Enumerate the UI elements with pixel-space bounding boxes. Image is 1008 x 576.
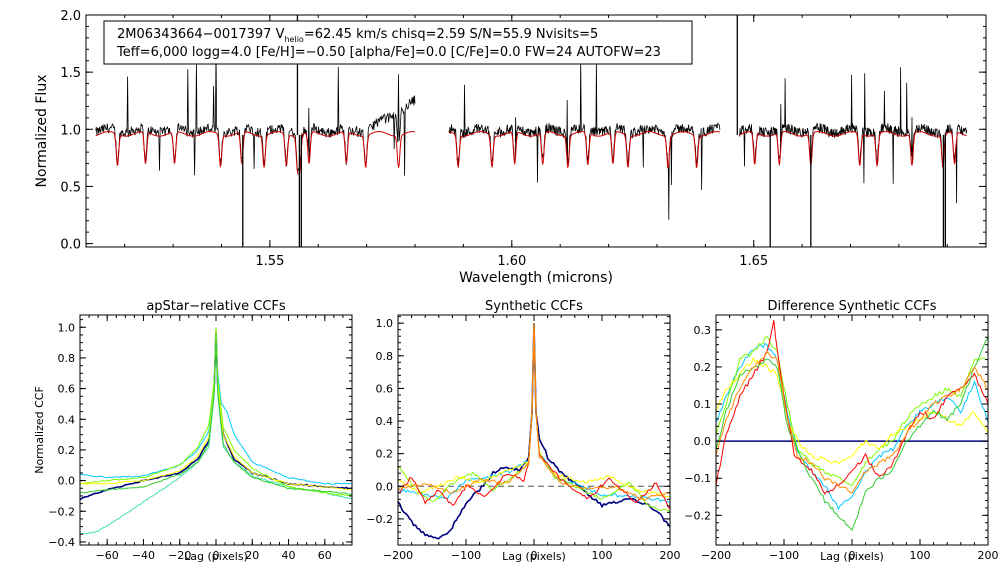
difference-ccf-ticks: −200 −100 0 100 200 −0.2 −0.1 0.0 0.1 0.2 0.3	[684, 314, 999, 562]
y-tick-label: 0.4	[58, 413, 76, 426]
x-tick-label: −100	[451, 549, 481, 562]
x-tick-label: 0	[531, 549, 538, 562]
ccf-series-4	[715, 320, 989, 495]
y-tick-label: 0.6	[376, 382, 394, 395]
x-tick-label: 0	[213, 549, 220, 562]
synthetic-ccf-data-layer	[397, 323, 671, 540]
y-tick-label: 0.0	[376, 480, 394, 493]
y-tick-label: 0.2	[376, 448, 394, 461]
x-tick-label: 200	[660, 549, 681, 562]
ccf-series-2	[715, 335, 989, 487]
info-box	[103, 20, 693, 65]
x-tick-label: 200	[978, 549, 999, 562]
ccf-series-3	[79, 327, 353, 535]
y-tick-label: 0.2	[694, 361, 712, 374]
ccf-series-5	[715, 337, 989, 532]
info-line-1-post: =62.45 km/s chisq=2.59 S/N=55.9 Nvisits=…	[304, 27, 599, 42]
x-tick-label: 1.65	[739, 254, 768, 269]
x-tick-label: 1.55	[255, 254, 284, 269]
spectrum-data-layer	[95, 15, 967, 247]
info-line-1-sub: helio	[284, 35, 303, 44]
apstar-ccf-title: apStar−relative CCFs	[146, 299, 286, 314]
y-tick-label: 1.0	[376, 317, 394, 330]
x-tick-label: −200	[701, 549, 731, 562]
x-tick-label: 60	[318, 549, 332, 562]
x-tick-label: 0	[849, 549, 856, 562]
ccf-series-1	[79, 330, 353, 501]
ccf-series-6	[397, 323, 671, 502]
x-tick-label: −100	[769, 549, 799, 562]
difference-ccf-panel: −200 −100 0 100 200 −0.2 −0.1 0.0 0.1 0.2 0.3 Diff…	[684, 299, 998, 563]
apstar-ccf-ticks: −60 −40 −20 0 20 40 60 −0.4 −0.2 0.0 0.2 0.4 0.6 0.8 1…	[48, 315, 353, 562]
apstar-ccf-x-axis-label: Lag (pixels)	[184, 550, 248, 563]
y-tick-label: 1.5	[60, 66, 81, 81]
info-line-1-pre: 2M06343664−0017397 V	[117, 27, 285, 42]
y-tick-label: 0.0	[58, 475, 76, 488]
apstar-ccf-panel: −60 −40 −20 0 20 40 60 −0.4 −0.2 0.0 0.2 0.4 0.6 0.8 1…	[33, 299, 353, 563]
difference-ccf-data-layer	[715, 320, 989, 532]
observed-spectrum-line	[95, 47, 416, 176]
y-tick-label: 0.4	[376, 415, 394, 428]
x-tick-label: 100	[910, 549, 931, 562]
spectrum-plot-frame	[85, 14, 987, 248]
x-tick-label: 20	[245, 549, 259, 562]
y-tick-label: 0.2	[58, 444, 76, 457]
y-tick-label: 0.6	[58, 383, 76, 396]
apstar-ccf-data-layer	[79, 327, 353, 535]
difference-ccf-x-axis-label: Lag (pixels)	[820, 550, 884, 563]
y-tick-label: 0.3	[694, 324, 712, 337]
difference-ccf-plot-frame	[715, 314, 989, 546]
x-tick-label: −40	[132, 549, 155, 562]
ccf-series-6	[79, 333, 353, 495]
model-spectrum-line	[448, 131, 720, 170]
y-tick-label: 0.5	[60, 180, 81, 195]
y-tick-label: 0.8	[58, 352, 76, 365]
y-tick-label: 0.1	[694, 398, 712, 411]
y-tick-label: 0.0	[694, 435, 712, 448]
y-tick-label: −0.2	[48, 505, 75, 518]
x-tick-label: −200	[383, 549, 413, 562]
x-tick-label: 100	[592, 549, 613, 562]
y-tick-label: −0.2	[366, 513, 393, 526]
apstar-ccf-y-axis-label: Normalized CCF	[33, 386, 46, 474]
y-tick-label: −0.4	[48, 536, 75, 549]
synthetic-ccf-x-axis-label: Lag (pixels)	[502, 550, 566, 563]
y-tick-label: −0.1	[684, 472, 711, 485]
ccf-series-1	[397, 323, 671, 540]
y-tick-label: 1.0	[60, 123, 81, 138]
spectrum-panel: 1.55 1.60 1.65 0.0 0.5 1.0 1.5 2.0 Wavelength (…	[34, 9, 987, 286]
ccf-series-5	[79, 330, 353, 491]
info-line-2: Teff=6,000 logg=4.0 [Fe/H]=−0.50 [alpha/…	[116, 45, 661, 60]
ccf-series-3	[715, 356, 989, 465]
synthetic-ccf-ticks: −200 −100 0 100 200 −0.2 0.0 0.2 0.4 0.6 0.8 1.0	[366, 315, 681, 562]
synthetic-ccf-title: Synthetic CCFs	[485, 299, 583, 314]
ccf-series-1	[715, 342, 989, 511]
y-tick-label: 2.0	[60, 9, 81, 24]
model-spectrum-line	[739, 131, 967, 169]
spectrum-y-axis-label: Normalized Flux	[34, 75, 50, 188]
spectrum-x-axis-label: Wavelength (microns)	[459, 270, 613, 286]
info-line-1: 2M06343664−0017397 Vhelio=62.45 km/s chi…	[117, 27, 598, 44]
ccf-series-6	[715, 350, 989, 494]
y-tick-label: −0.2	[684, 509, 711, 522]
x-tick-label: 1.60	[497, 254, 526, 269]
x-tick-label: −60	[96, 549, 119, 562]
y-tick-label: 1.0	[58, 321, 76, 334]
y-tick-label: 0.0	[60, 238, 81, 253]
observed-spectrum-line	[448, 58, 721, 220]
difference-ccf-title: Difference Synthetic CCFs	[767, 299, 936, 314]
model-spectrum-line	[95, 131, 416, 175]
synthetic-ccf-panel: −200 −100 0 100 200 −0.2 0.0 0.2 0.4 0.6 0.8 1.0 Sy…	[366, 299, 680, 563]
x-tick-label: 40	[282, 549, 296, 562]
spectrum-ticks: 1.55 1.60 1.65 0.0 0.5 1.0 1.5 2.0	[60, 9, 986, 269]
y-tick-label: 0.8	[376, 350, 394, 363]
x-tick-label: −20	[168, 549, 191, 562]
